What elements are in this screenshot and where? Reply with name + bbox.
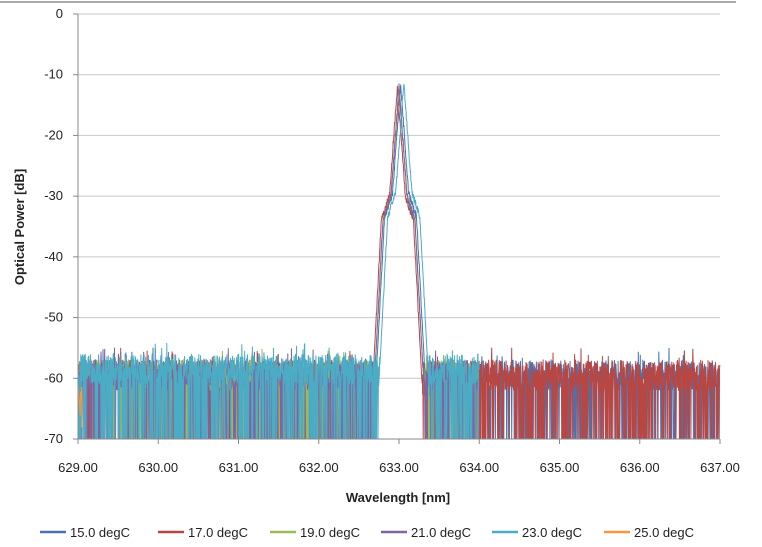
x-axis-title: Wavelength [nm] [346, 490, 450, 505]
y-tick-label: -50 [44, 310, 63, 325]
gridlines [78, 13, 720, 379]
series-line [77, 83, 480, 440]
y-tick-label: -20 [44, 127, 63, 142]
legend: 15.0 degC 17.0 degC 19.0 degC 21.0 degC 23.0… [40, 525, 694, 540]
x-tick-label: 635.00 [540, 460, 580, 475]
x-tick-label: 636.00 [620, 460, 660, 475]
x-tick-label: 631.00 [219, 460, 259, 475]
x-tick-label: 629.00 [58, 460, 98, 475]
axes [0, 1, 736, 444]
legend-label: 25.0 degC [634, 525, 694, 540]
legend-label: 21.0 degC [411, 525, 471, 540]
y-tick-label: -60 [44, 370, 63, 385]
x-tick-label: 632.00 [299, 460, 339, 475]
y-tick-label: -40 [44, 249, 63, 264]
legend-label: 23.0 degC [522, 525, 582, 540]
x-tick-label: 637.00 [700, 460, 740, 475]
y-tick-label: -30 [44, 188, 63, 203]
x-tick-label: 633.00 [379, 460, 419, 475]
legend-label: 19.0 degC [300, 525, 360, 540]
x-tick-label: 630.00 [138, 460, 178, 475]
series-lines [77, 83, 721, 440]
x-tick-label: 634.00 [459, 460, 499, 475]
x-tick-labels: 629.00 630.00 631.00 632.00 633.00 634.00 635.… [58, 460, 740, 475]
y-tick-label: 0 [56, 6, 63, 21]
legend-label: 15.0 degC [70, 525, 130, 540]
y-tick-label: -10 [44, 67, 63, 82]
series-line [77, 384, 83, 428]
y-tick-label: -70 [44, 431, 63, 446]
legend-label: 17.0 degC [188, 525, 248, 540]
y-axis-title: Optical Power [dB] [12, 169, 27, 285]
y-tick-labels: 0 -10 -20 -30 -40 -50 -60 -70 [44, 6, 63, 446]
